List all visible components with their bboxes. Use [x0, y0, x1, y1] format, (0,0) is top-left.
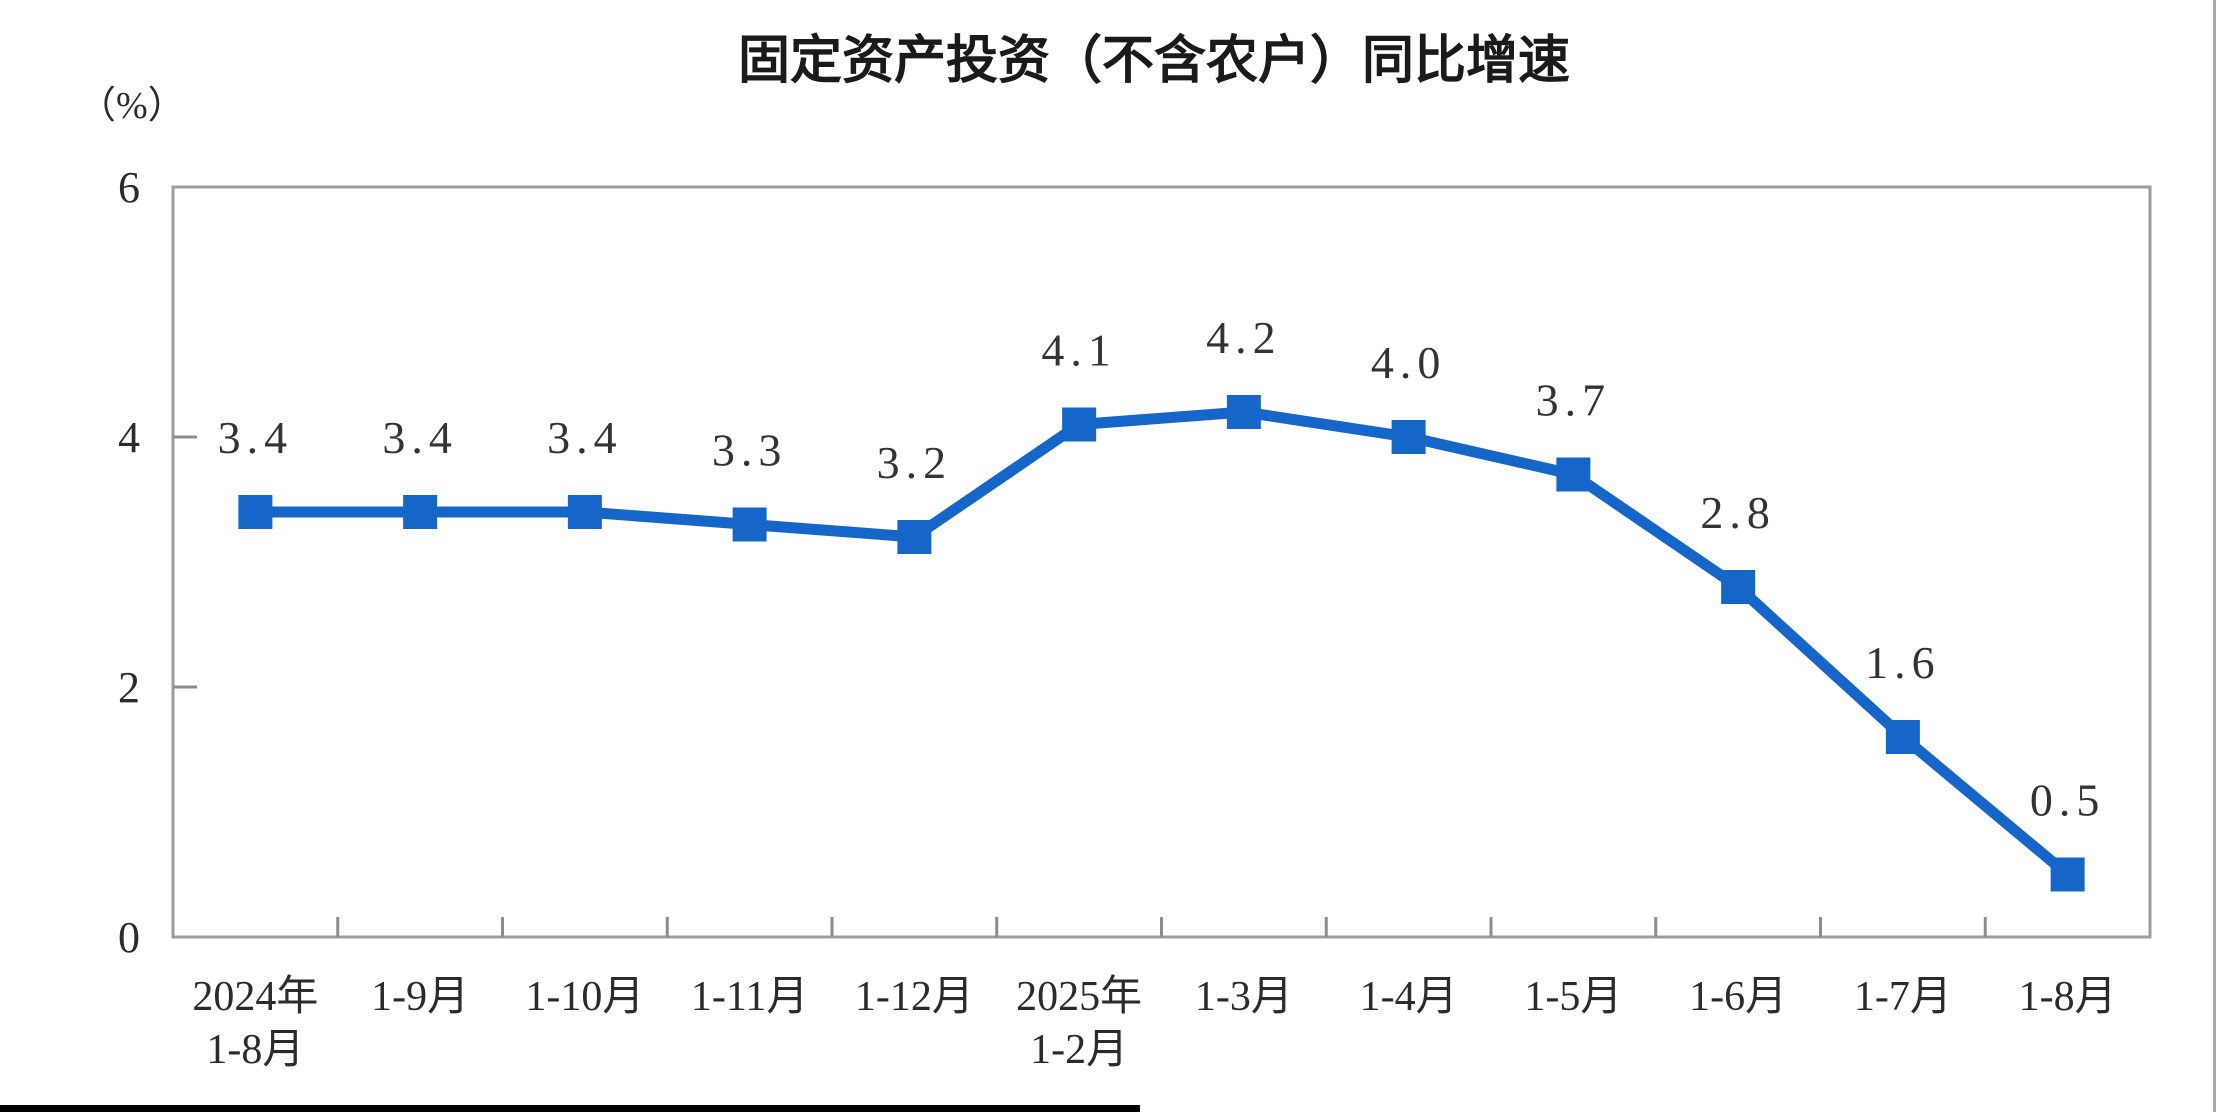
data-point-marker [1226, 395, 1261, 429]
x-axis-label: 1-6月 [1689, 974, 1787, 1020]
chart-title: 固定资产投资（不含农户）同比增速 [738, 32, 1570, 90]
x-axis-label: 1-7月 [1854, 974, 1952, 1020]
data-label: 4.0 [1371, 337, 1447, 388]
data-point-marker [1062, 407, 1097, 442]
y-axis-tick-label: 2 [118, 663, 140, 712]
data-label: 0.5 [2030, 775, 2106, 826]
data-label: 4.2 [1206, 312, 1282, 363]
data-point-marker [1885, 720, 1920, 754]
x-axis-label: 1-9月 [371, 974, 469, 1020]
x-axis-label: 1-3月 [1195, 974, 1293, 1020]
x-axis-label: 1-5月 [1524, 974, 1622, 1020]
data-point-marker [1721, 570, 1756, 604]
plot-border [171, 185, 2152, 939]
data-label: 3.3 [712, 425, 788, 476]
window-edge-right [2213, 0, 2216, 1112]
x-axis-label: 1-12月 [855, 974, 974, 1020]
data-point-marker [567, 495, 602, 529]
data-point-marker [403, 495, 438, 529]
data-label: 3.7 [1536, 375, 1612, 426]
data-point-marker [1391, 420, 1426, 454]
data-point-marker [732, 507, 767, 542]
data-point-marker [2050, 857, 2085, 892]
x-axis-label: 1-11月 [691, 974, 808, 1020]
y-axis-tick-label: 4 [118, 413, 140, 462]
x-axis-label: 2025年 1-2月 [1016, 973, 1142, 1073]
data-label: 3.4 [382, 412, 458, 463]
data-label: 3.4 [547, 412, 623, 463]
data-label: 1.6 [1865, 637, 1941, 688]
y-axis-tick-label: 0 [118, 913, 140, 962]
window-edge-bottom [0, 1105, 1140, 1112]
data-label: 3.2 [877, 437, 953, 488]
x-axis-label: 1-10月 [525, 974, 644, 1020]
data-label: 2.8 [1700, 487, 1776, 538]
data-label: 4.1 [1041, 325, 1117, 376]
x-axis-label: 1-4月 [1360, 974, 1458, 1020]
data-point-marker [238, 495, 273, 529]
data-label: 3.4 [218, 412, 294, 463]
plot-area: 0 2 4 6 2024年 1-8月 1-9月 1-10月 1-11月 1-12月 2025年 1-2… [118, 163, 2152, 1073]
y-axis-unit-label: （%） [78, 85, 186, 127]
data-point-marker [897, 520, 932, 554]
x-axis-label: 2024年 1-8月 [192, 973, 318, 1073]
data-point-marker [1556, 457, 1591, 492]
y-axis-tick-label: 6 [118, 163, 140, 212]
x-axis-label: 1-8月 [2019, 974, 2117, 1020]
series-line [249, 406, 2074, 880]
